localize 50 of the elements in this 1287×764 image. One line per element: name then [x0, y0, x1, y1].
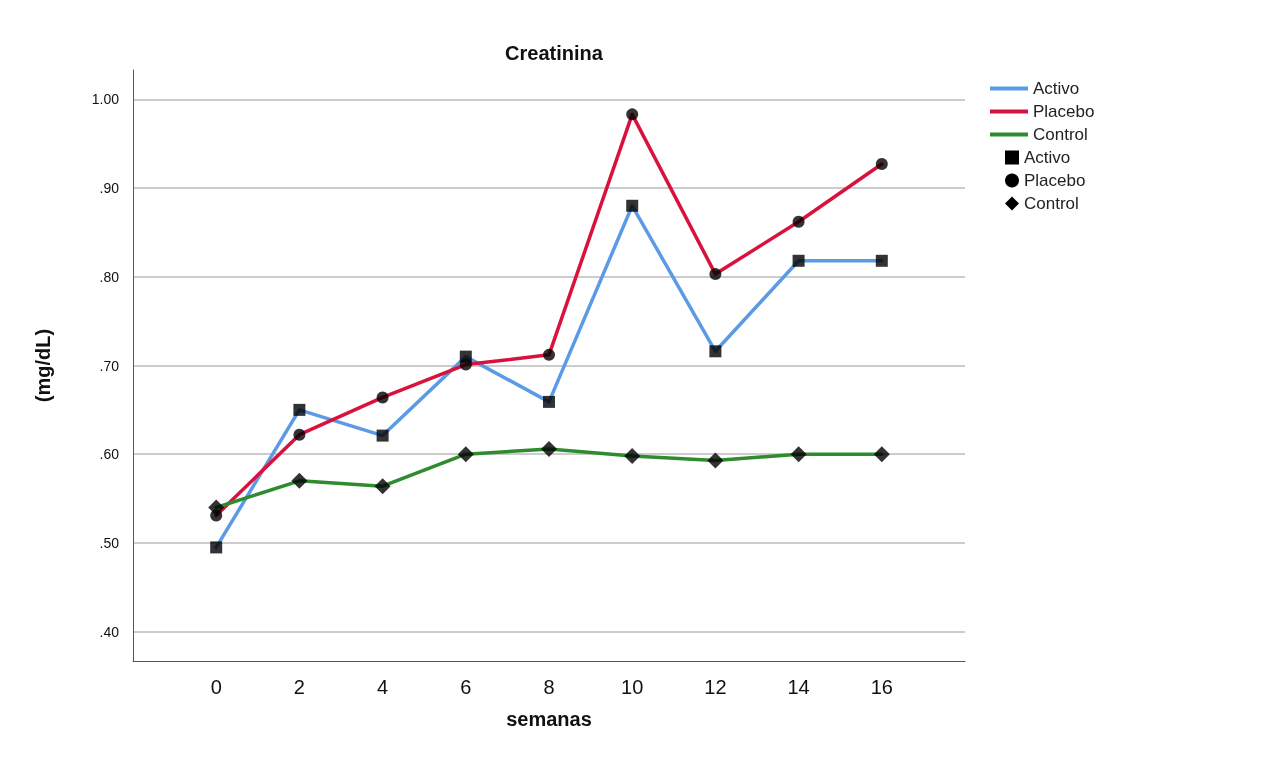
point	[376, 391, 389, 404]
y-tick-label: .40	[99, 623, 120, 640]
y-tick-label: .50	[99, 534, 120, 551]
point	[374, 478, 391, 495]
point	[543, 395, 555, 408]
legend-label: Activo	[1024, 148, 1071, 167]
point	[208, 499, 225, 516]
legend-label: Activo	[1033, 79, 1080, 98]
point	[709, 268, 722, 281]
x-tick-label: 12	[704, 676, 727, 698]
point	[709, 345, 722, 358]
x-tick-label: 14	[787, 676, 810, 698]
point	[457, 446, 474, 463]
legend-label: Control	[1033, 125, 1088, 144]
y-tick-label: .60	[99, 446, 120, 463]
point	[543, 348, 555, 361]
point	[293, 403, 306, 416]
point	[459, 358, 472, 371]
x-tick-label: 2	[293, 676, 305, 698]
y-tick-label: .70	[99, 357, 120, 374]
x-axis-title: semanas	[506, 708, 592, 730]
point	[626, 108, 639, 121]
y-tick-label: .90	[99, 180, 120, 197]
y-axis-title: (mg/dL)	[32, 328, 54, 403]
x-tick-label: 10	[621, 676, 644, 698]
point	[376, 429, 389, 442]
point	[707, 452, 724, 469]
legend-label: Control	[1024, 194, 1079, 213]
x-tick-label: 6	[460, 676, 472, 698]
chart-title: Creatinina	[505, 42, 604, 64]
x-tick-label: 16	[870, 676, 893, 698]
point	[875, 158, 888, 171]
point	[624, 448, 641, 465]
point	[291, 472, 308, 489]
x-tick-label: 8	[543, 676, 555, 698]
point	[792, 254, 805, 267]
point	[790, 446, 807, 463]
point	[210, 541, 223, 554]
x-tick-label: 0	[210, 676, 222, 698]
legend-label: Placebo	[1024, 171, 1086, 190]
legend-label: Placebo	[1033, 102, 1095, 121]
point	[792, 215, 805, 228]
x-tick-label: 4	[377, 676, 389, 698]
point	[293, 428, 306, 441]
y-tick-label: 1.00	[91, 91, 120, 108]
point	[873, 446, 890, 463]
point	[875, 254, 888, 267]
point	[541, 440, 557, 457]
point	[626, 199, 639, 212]
y-tick-label: .80	[99, 268, 120, 285]
